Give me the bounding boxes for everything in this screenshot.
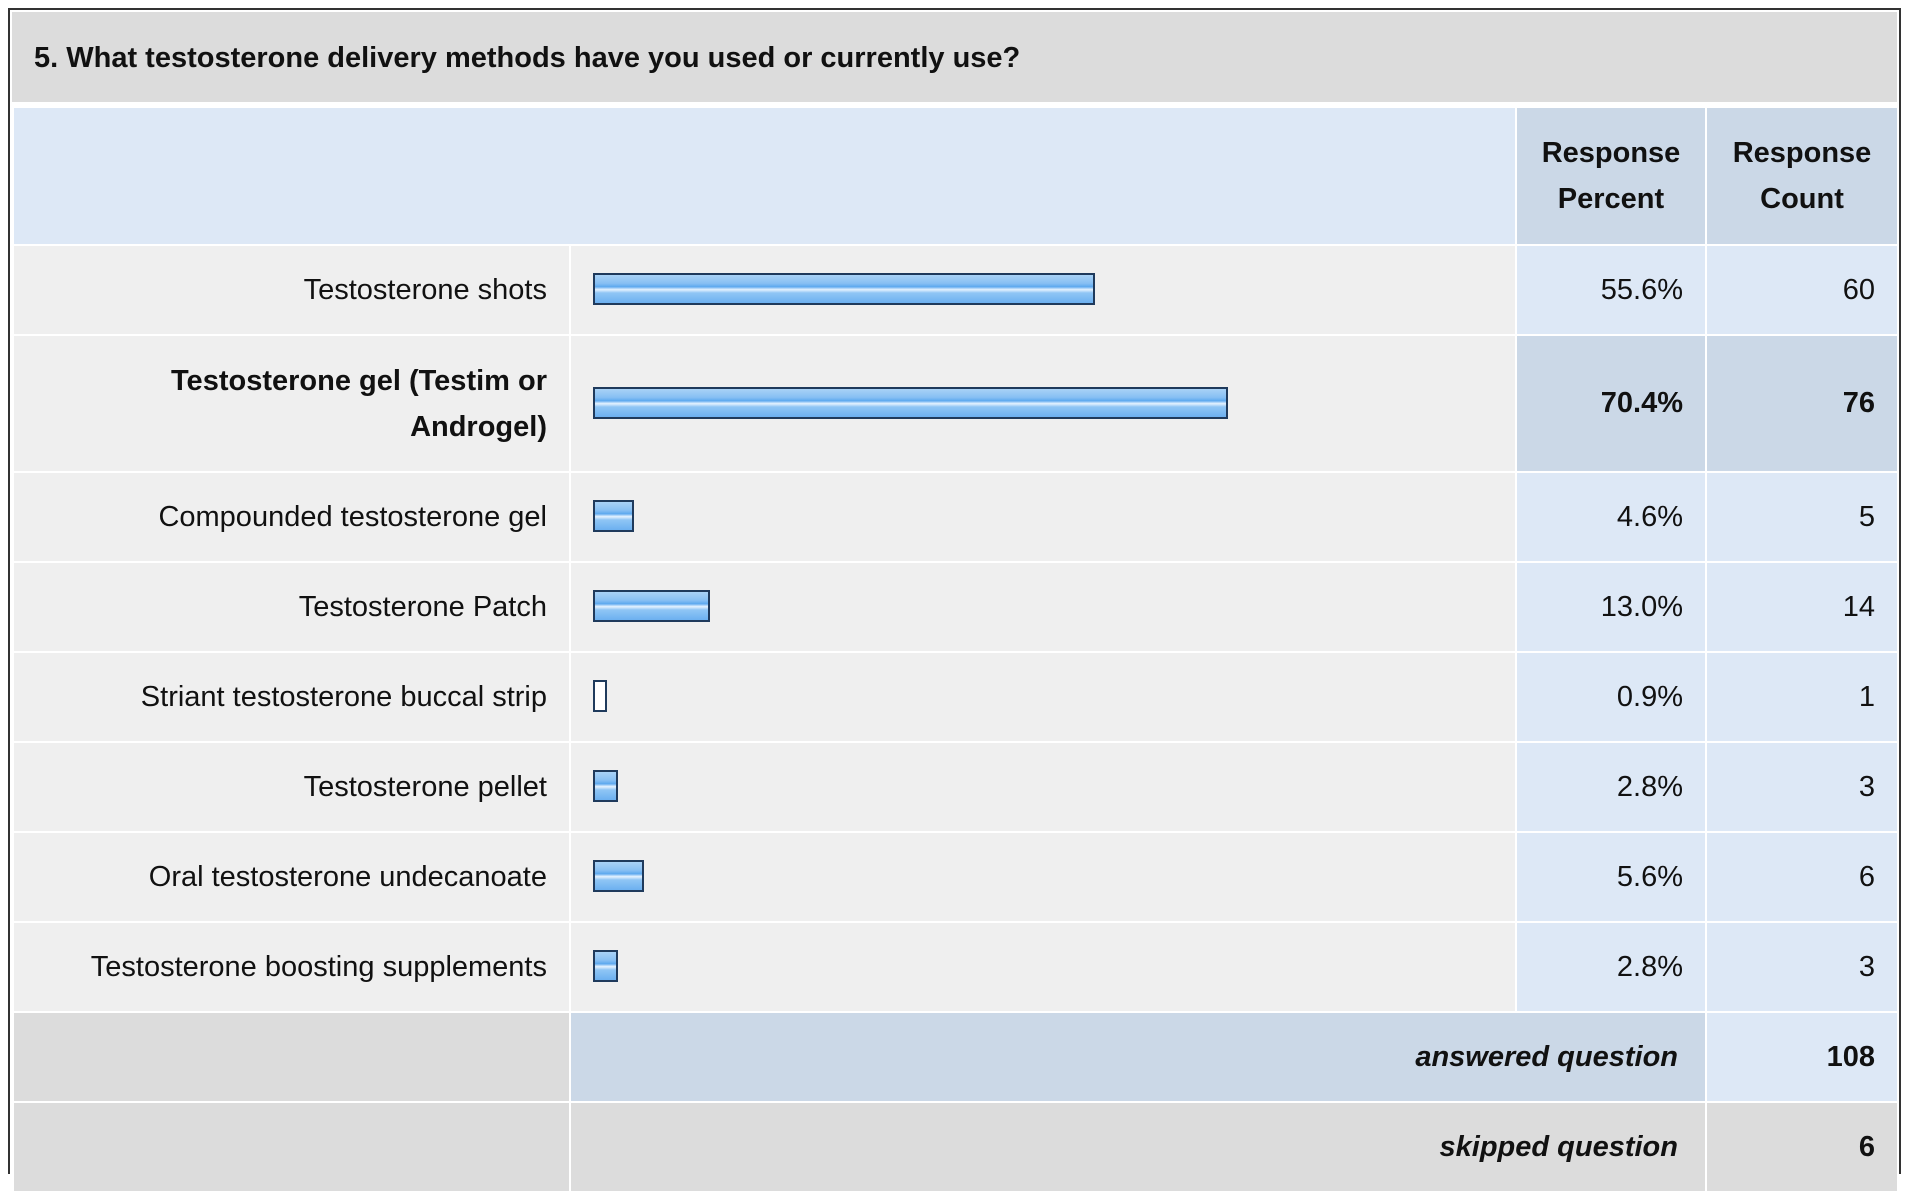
response-count: 3 bbox=[1705, 741, 1899, 833]
answer-row: Striant testosterone buccal strip 0.9% 1 bbox=[12, 651, 1899, 743]
bar-cell bbox=[569, 561, 1517, 653]
response-count: 6 bbox=[1705, 831, 1899, 923]
bar-cell bbox=[569, 471, 1517, 563]
bar-cell bbox=[569, 831, 1517, 923]
skipped-question-label: skipped question bbox=[569, 1101, 1707, 1193]
response-bar bbox=[593, 680, 607, 712]
bar-cell bbox=[569, 741, 1517, 833]
answer-label: Testosterone boosting supplements bbox=[12, 921, 571, 1013]
response-count: 60 bbox=[1705, 244, 1899, 336]
bar-cell bbox=[569, 244, 1517, 336]
response-percent: 70.4% bbox=[1515, 334, 1707, 473]
response-count-header-line1: Response bbox=[1732, 137, 1872, 169]
answer-row: Testosterone Patch 13.0% 14 bbox=[12, 561, 1899, 653]
question-title: 5. What testosterone delivery methods ha… bbox=[12, 12, 1897, 104]
response-percent: 5.6% bbox=[1515, 831, 1707, 923]
response-count: 5 bbox=[1705, 471, 1899, 563]
skipped-question-value: 6 bbox=[1705, 1101, 1899, 1193]
response-count: 3 bbox=[1705, 921, 1899, 1013]
response-percent: 0.9% bbox=[1515, 651, 1707, 743]
answer-row: Testosterone pellet 2.8% 3 bbox=[12, 741, 1899, 833]
response-percent-header: Response Percent bbox=[1515, 106, 1707, 246]
response-bar bbox=[593, 950, 618, 982]
response-count: 14 bbox=[1705, 561, 1899, 653]
answer-label: Striant testosterone buccal strip bbox=[12, 651, 571, 743]
response-bar bbox=[593, 590, 710, 622]
answer-row: Compounded testosterone gel 4.6% 5 bbox=[12, 471, 1899, 563]
answer-label: Testosterone pellet bbox=[12, 741, 571, 833]
response-bar bbox=[593, 273, 1095, 305]
response-count-header-line2: Count bbox=[1760, 183, 1844, 215]
results-table: Response Percent Response Count Testoste… bbox=[12, 106, 1899, 1193]
response-count: 76 bbox=[1705, 334, 1899, 473]
response-bar bbox=[593, 500, 634, 532]
answer-label: Testosterone gel (Testim or Androgel) bbox=[12, 334, 571, 473]
answered-question-row: answered question 108 bbox=[12, 1011, 1899, 1103]
answer-label: Testosterone Patch bbox=[12, 561, 571, 653]
response-bar bbox=[593, 860, 644, 892]
answer-label: Testosterone shots bbox=[12, 244, 571, 336]
bar-cell bbox=[569, 651, 1517, 743]
summary-spacer bbox=[12, 1011, 571, 1103]
response-percent: 2.8% bbox=[1515, 741, 1707, 833]
bar-cell bbox=[569, 334, 1517, 473]
bar-cell bbox=[569, 921, 1517, 1013]
response-count-header: Response Count bbox=[1705, 106, 1899, 246]
answer-row: Testosterone shots 55.6% 60 bbox=[12, 244, 1899, 336]
response-percent-header-line2: Percent bbox=[1557, 183, 1665, 215]
answer-label: Oral testosterone undecanoate bbox=[12, 831, 571, 923]
answer-row: Testosterone gel (Testim or Androgel) 70.… bbox=[12, 334, 1899, 473]
skipped-question-row: skipped question 6 bbox=[12, 1101, 1899, 1193]
response-count: 1 bbox=[1705, 651, 1899, 743]
response-percent: 4.6% bbox=[1515, 471, 1707, 563]
answer-row: Testosterone boosting supplements 2.8% 3 bbox=[12, 921, 1899, 1013]
response-bar bbox=[593, 386, 1228, 419]
answered-question-value: 108 bbox=[1705, 1011, 1899, 1103]
response-percent: 2.8% bbox=[1515, 921, 1707, 1013]
answer-label: Compounded testosterone gel bbox=[12, 471, 571, 563]
survey-results-panel: 5. What testosterone delivery methods ha… bbox=[8, 8, 1901, 1193]
summary-spacer bbox=[12, 1101, 571, 1193]
response-percent: 55.6% bbox=[1515, 244, 1707, 336]
response-percent-header-line1: Response bbox=[1541, 137, 1681, 169]
answer-row: Oral testosterone undecanoate 5.6% 6 bbox=[12, 831, 1899, 923]
response-percent: 13.0% bbox=[1515, 561, 1707, 653]
header-row: Response Percent Response Count bbox=[12, 106, 1899, 246]
header-blank bbox=[12, 106, 1517, 246]
answered-question-label: answered question bbox=[569, 1011, 1707, 1103]
response-bar bbox=[593, 770, 618, 802]
